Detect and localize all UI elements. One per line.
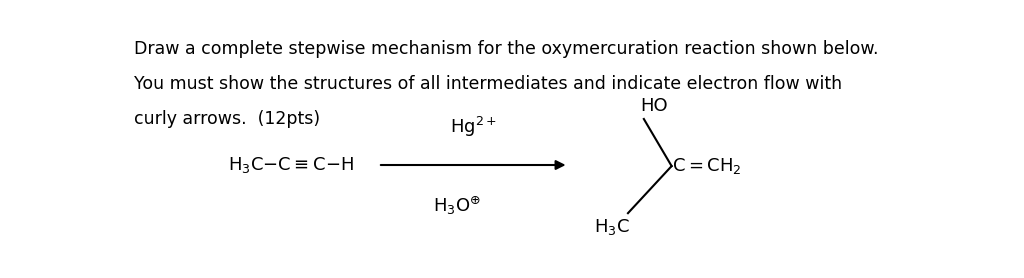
Text: $\mathrm{H_3C}$: $\mathrm{H_3C}$ xyxy=(594,217,630,237)
Text: Draw a complete stepwise mechanism for the oxymercuration reaction shown below.: Draw a complete stepwise mechanism for t… xyxy=(134,40,879,58)
Text: $\mathrm{C{=}CH_2}$: $\mathrm{C{=}CH_2}$ xyxy=(672,156,741,176)
Text: curly arrows.  (12pts): curly arrows. (12pts) xyxy=(134,110,321,128)
Text: $\mathrm{Hg^{2+}}$: $\mathrm{Hg^{2+}}$ xyxy=(450,115,497,138)
Text: $\mathrm{H_3O^{\oplus}}$: $\mathrm{H_3O^{\oplus}}$ xyxy=(433,195,481,217)
Text: HO: HO xyxy=(640,97,668,115)
Text: You must show the structures of all intermediates and indicate electron flow wit: You must show the structures of all inte… xyxy=(134,75,843,93)
Text: $\mathrm{H_3C{-}C{\equiv}C{-}H}$: $\mathrm{H_3C{-}C{\equiv}C{-}H}$ xyxy=(227,155,353,175)
